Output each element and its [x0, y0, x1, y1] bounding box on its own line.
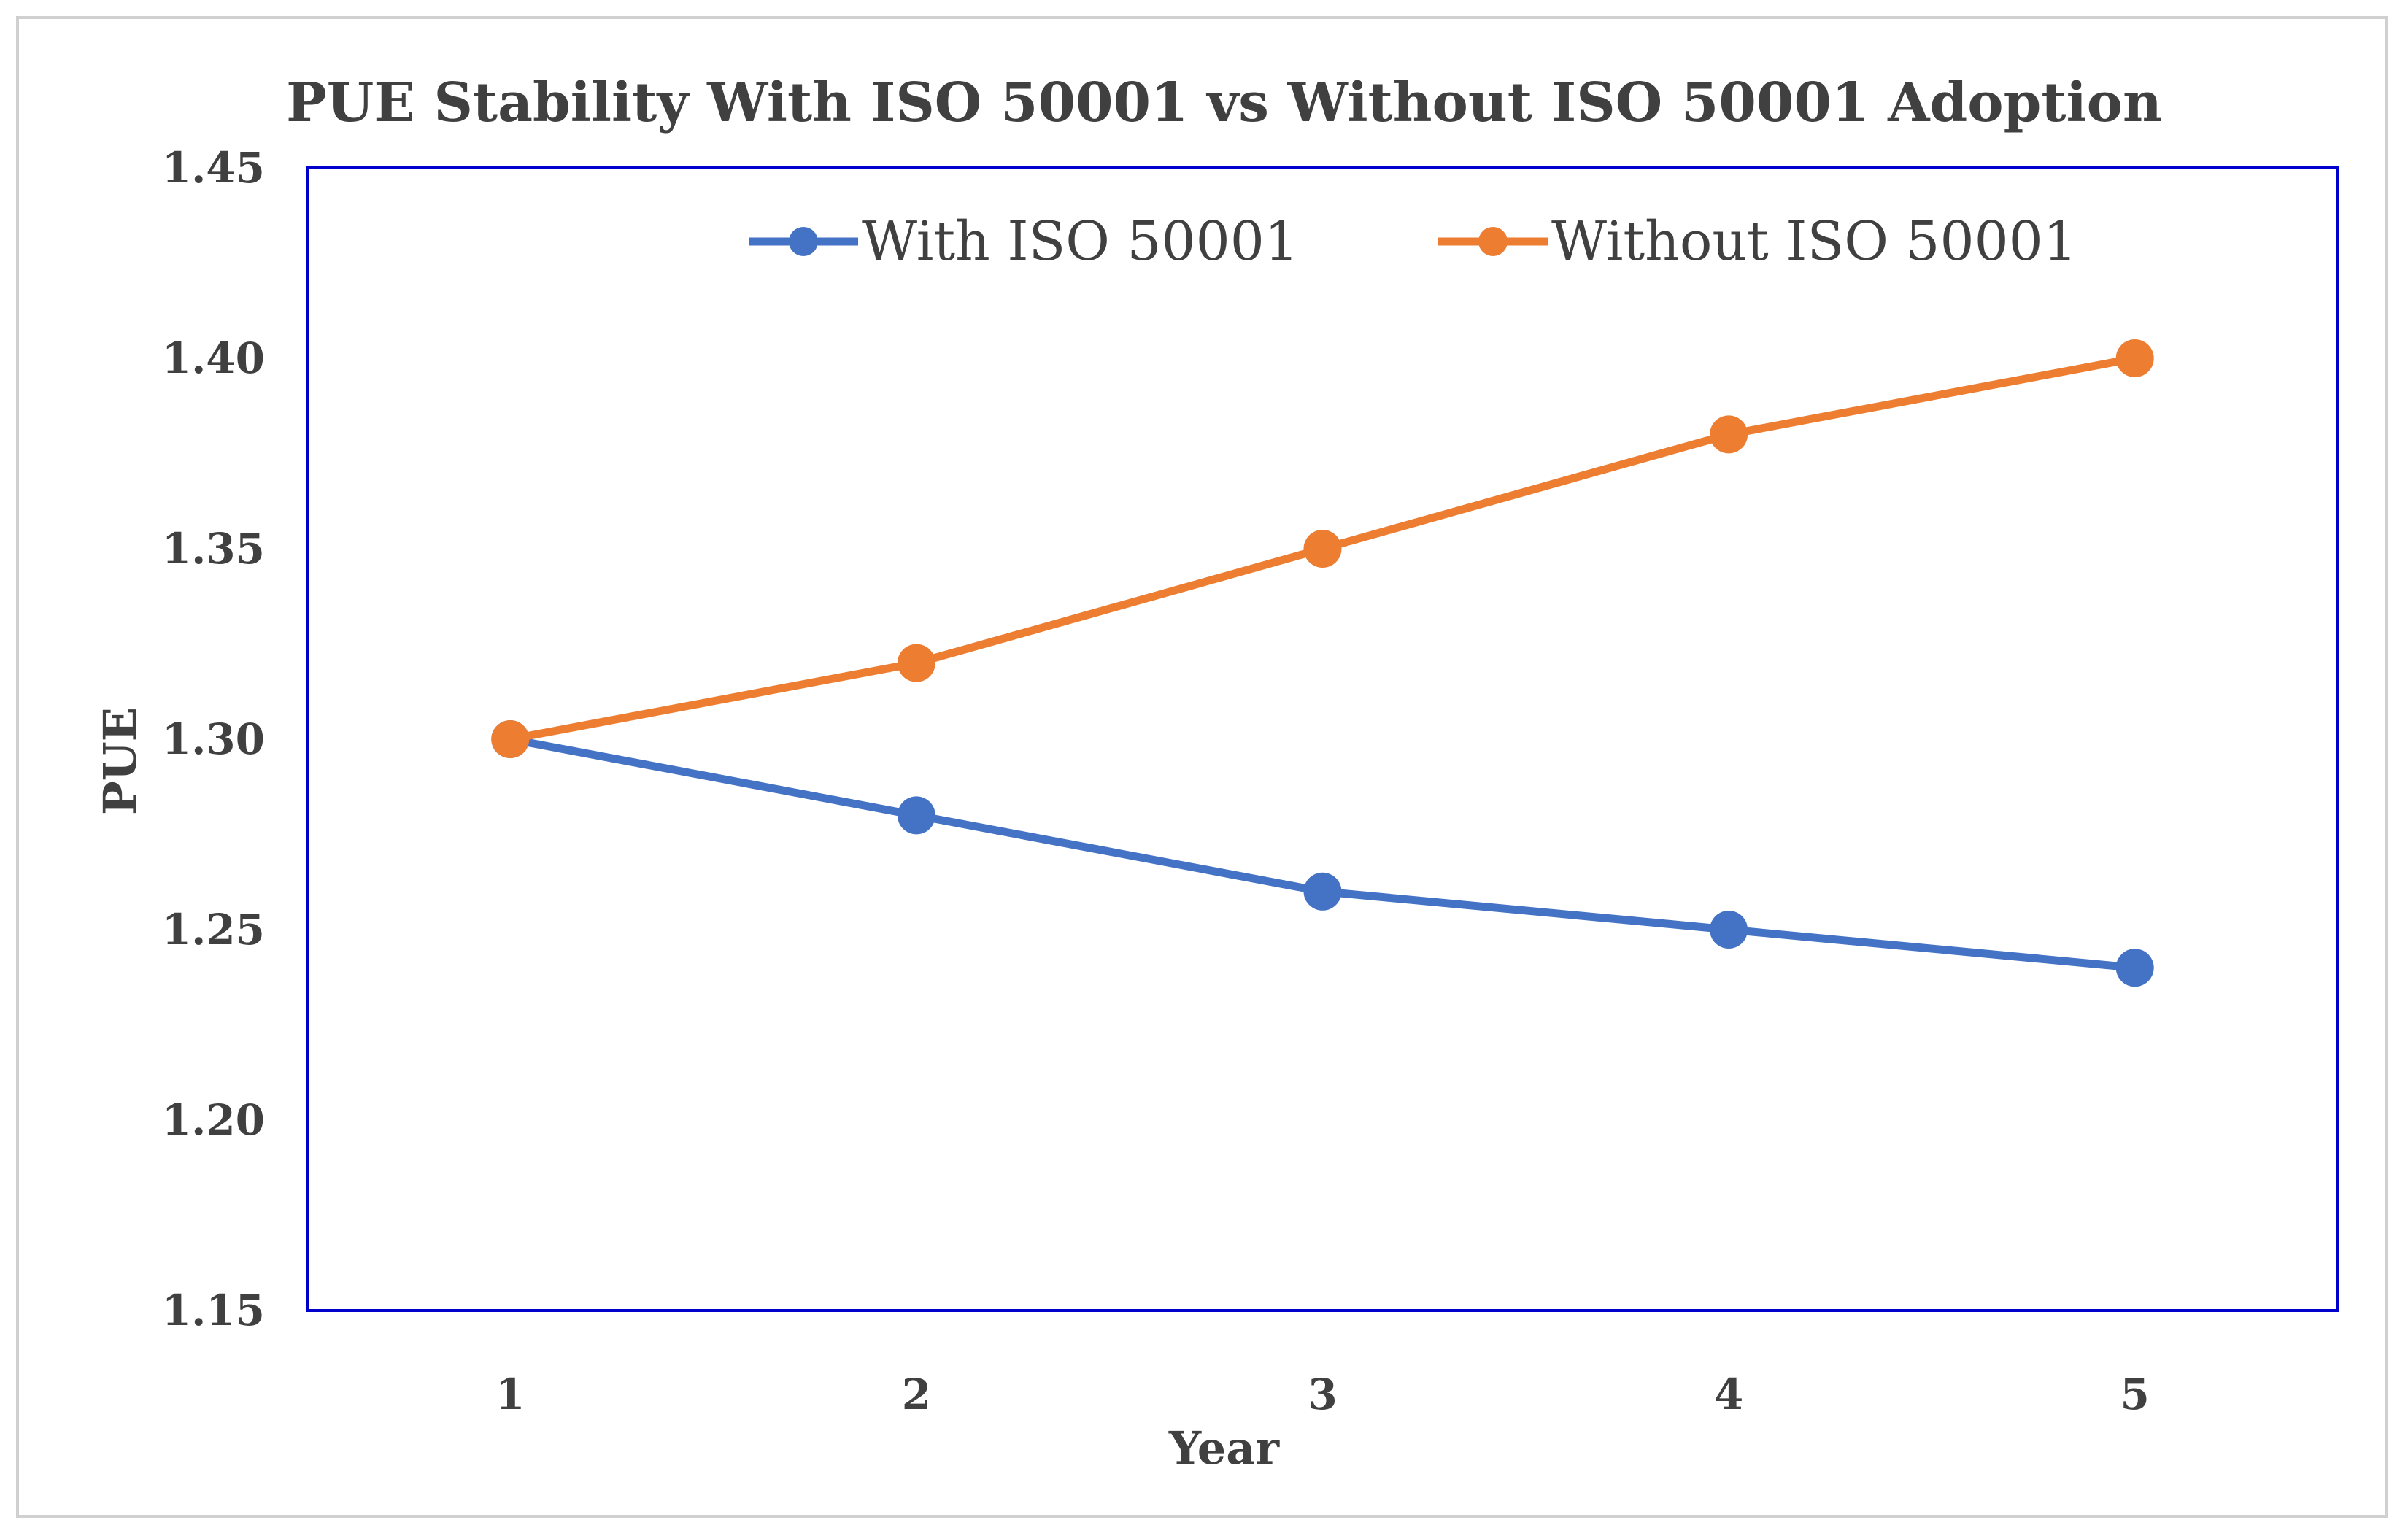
series-with-iso-50001 [491, 720, 2154, 987]
chart-title: PUE Stability With ISO 50001 vs Without … [286, 72, 2162, 134]
legend: With ISO 50001 Without ISO 50001 [749, 210, 2077, 273]
x-tick-label: 2 [902, 1370, 931, 1419]
data-point [491, 720, 530, 758]
chart-frame: PUE Stability With ISO 50001 vs Without … [16, 16, 2388, 1518]
legend-marker [1478, 227, 1508, 256]
legend-label: Without ISO 50001 [1551, 210, 2077, 273]
plot-area [306, 166, 2339, 1312]
y-tick-label: 1.45 [162, 143, 265, 193]
y-tick-label: 1.40 [162, 333, 265, 383]
y-axis-ticks: 1.15 1.20 1.25 1.30 1.35 1.40 1.45 [162, 143, 265, 1335]
y-tick-label: 1.35 [162, 524, 265, 574]
legend-marker [789, 227, 818, 256]
data-point [1710, 415, 1748, 454]
data-point [2115, 949, 2154, 987]
data-point [897, 796, 935, 835]
data-point [1710, 911, 1748, 949]
legend-item: With ISO 50001 [749, 210, 1299, 273]
data-point [2115, 339, 2154, 377]
y-tick-label: 1.25 [162, 905, 265, 954]
x-tick-label: 4 [1714, 1370, 1743, 1419]
legend-label: With ISO 50001 [862, 210, 1299, 273]
series-without-iso-50001 [491, 339, 2154, 758]
series-layer [491, 339, 2154, 987]
y-tick-label: 1.15 [162, 1286, 265, 1335]
data-point [1303, 530, 1342, 568]
legend-item: Without ISO 50001 [1438, 210, 2077, 273]
x-tick-label: 1 [495, 1370, 525, 1419]
data-point [1303, 872, 1342, 911]
y-axis-label: PUE [93, 707, 147, 815]
line-chart: PUE Stability With ISO 50001 vs Without … [93, 72, 2339, 1475]
x-axis-label: Year [1168, 1421, 1280, 1475]
series-line [506, 735, 2139, 972]
x-axis-ticks: 1 2 3 4 5 [495, 1370, 2150, 1419]
y-tick-label: 1.20 [162, 1095, 265, 1145]
data-point [897, 644, 935, 682]
x-tick-label: 5 [2120, 1370, 2150, 1419]
y-tick-label: 1.30 [162, 714, 265, 764]
x-tick-label: 3 [1308, 1370, 1337, 1419]
